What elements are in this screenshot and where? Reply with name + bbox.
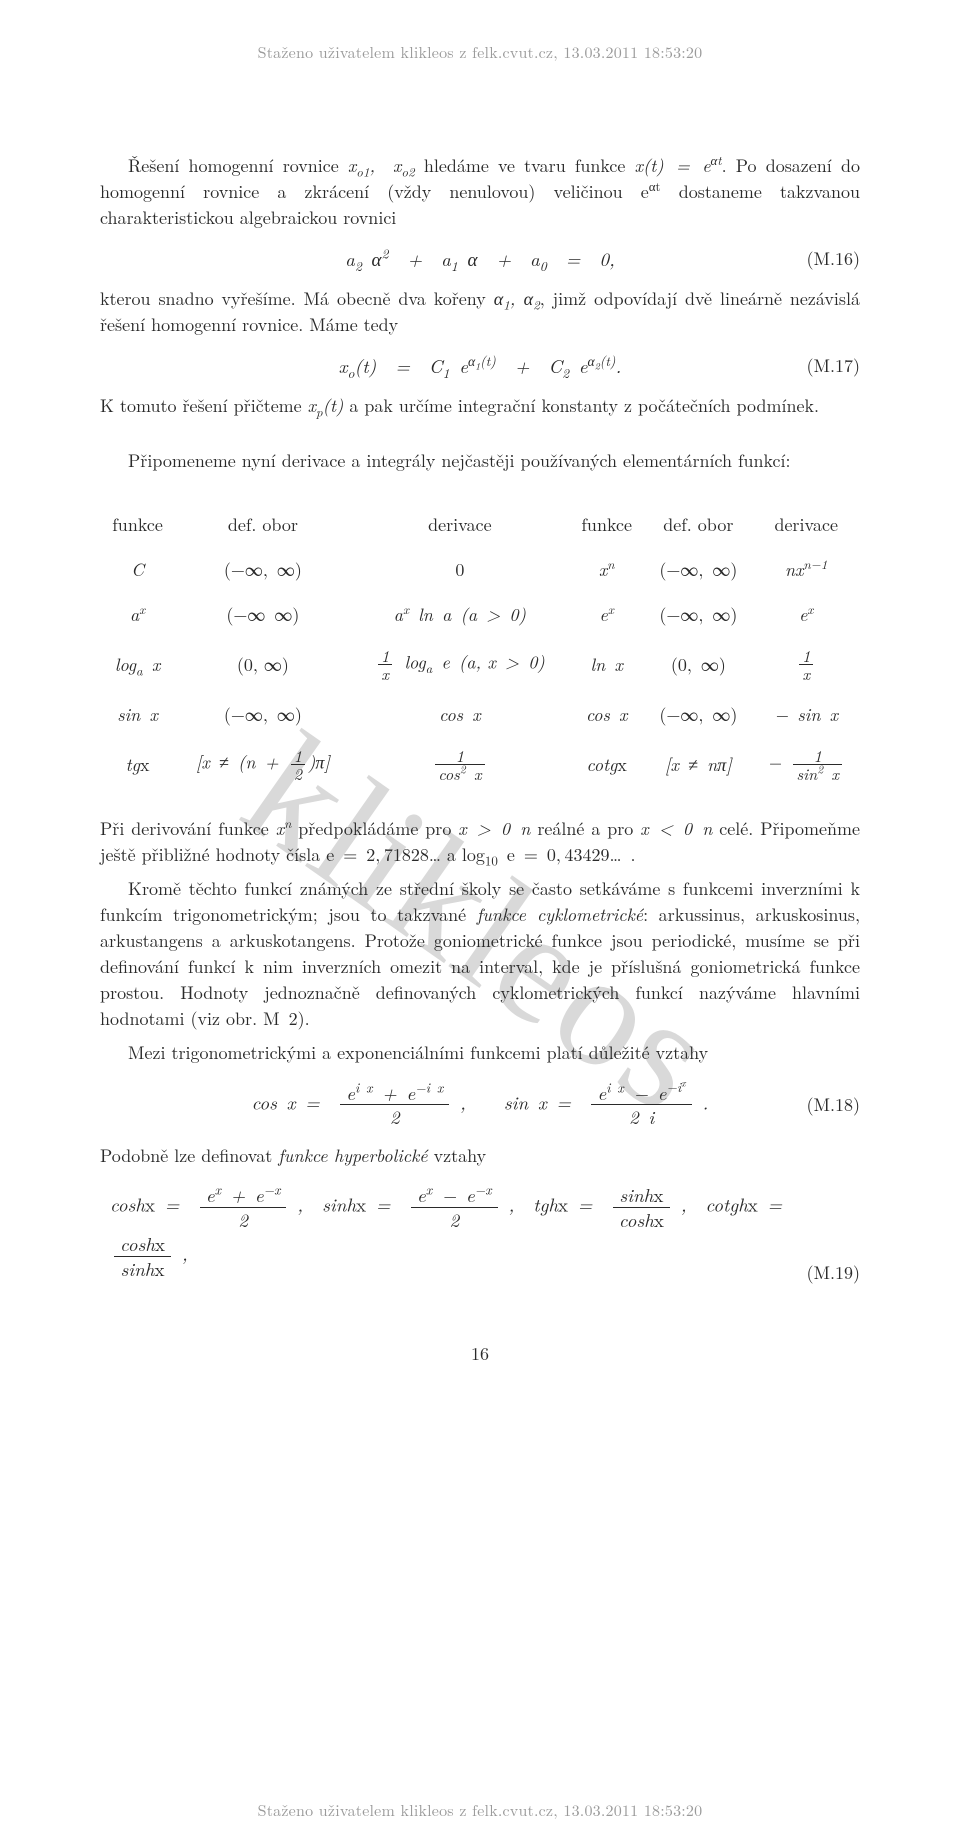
footer-stamp: Staženo uživatelem klikleos z felk.cvut.…: [0, 1798, 960, 1821]
cell: (−∞, ∞): [644, 692, 752, 737]
cell: xn: [569, 547, 644, 592]
cell: 0: [351, 547, 570, 592]
text: Mezi trigonometrickými a exponenciálními…: [128, 1040, 708, 1065]
eq-number: (M.19): [806, 1260, 860, 1285]
eq-body: coshx = ex + e−x2 , sinhx = ex − e−x2 , …: [110, 1183, 860, 1280]
col-derivace-1: derivace: [351, 502, 570, 547]
text: Podobně lze definovat: [100, 1143, 278, 1168]
cell: (−∞, ∞): [175, 692, 351, 737]
text: kterou snadno vyřešíme. Má obecně dva ko…: [100, 286, 494, 311]
derivatives-table: funkce def. obor derivace funkce def. ob…: [100, 502, 860, 792]
text: Při derivování funkce: [100, 816, 276, 841]
equation-m18: cos x = ei x + e−i x2 , sin x = ei x − e…: [100, 1081, 860, 1130]
paragraph-intro: Řešení homogenní rovnice xo1, xo2 hledám…: [100, 153, 860, 231]
eq-body: a2 α2 + a1 α + a0 = 0,: [345, 245, 615, 272]
equation-m17: xo(t) = C1 eα1(t) + C2 eα2(t). (M.17): [100, 352, 860, 379]
eq-number: (M.16): [806, 246, 860, 271]
cell: cotgx: [569, 737, 644, 792]
italic-term: funkce cyklometrické: [477, 902, 643, 927]
paragraph-derivatives-intro: Připomeneme nyní derivace a integrály ne…: [100, 448, 860, 474]
derivatives-table-wrapper: funkce def. obor derivace funkce def. ob…: [100, 502, 860, 792]
text: reálné a pro: [537, 816, 640, 841]
cell: ax: [100, 592, 175, 637]
cell: (−∞, ∞): [175, 547, 351, 592]
paragraph-cyclometric: Kromě těchto funkcí známých ze střední š…: [100, 876, 860, 1033]
text: a pak určíme integrační konstanty z počá…: [343, 393, 819, 418]
table-row: ax (−∞ ∞) ax ln a (a > 0) ex (−∞, ∞) ex: [100, 592, 860, 637]
text: předpokládáme pro: [298, 816, 458, 841]
table-row: tgx [x ≠ (n + 12)π] 1cos2 x cotgx [x ≠ n…: [100, 737, 860, 792]
cell: (0, ∞): [644, 637, 752, 692]
cell: loga x: [100, 637, 175, 692]
cell: ax ln a (a > 0): [351, 592, 570, 637]
paragraph-trig-exp: Mezi trigonometrickými a exponenciálními…: [100, 1040, 860, 1066]
eq-number: (M.18): [806, 1092, 860, 1117]
text: K tomuto řešení přičteme: [100, 393, 308, 418]
cell: 1x loga e (a, x > 0): [351, 637, 570, 692]
text: Řešení homogenní rovnice: [128, 153, 348, 178]
math-xt: x(t) = eαt: [635, 153, 722, 178]
math-xpt: xp(t): [308, 393, 344, 418]
cell: nxn−1: [752, 547, 860, 592]
paragraph-roots: kterou snadno vyřešíme. Má obecně dva ko…: [100, 286, 860, 338]
cell: cos x: [569, 692, 644, 737]
math-xneg: x < 0 n: [640, 816, 712, 841]
page-number: 16: [100, 1341, 860, 1366]
cell: ex: [752, 592, 860, 637]
math-a1a2: α1, α2: [494, 286, 540, 311]
eq-number: (M.17): [806, 353, 860, 378]
header-stamp: Staženo uživatelem klikleos z felk.cvut.…: [100, 40, 860, 63]
text: hledáme ve tvaru funkce: [424, 153, 635, 178]
text: Připomeneme nyní derivace a integrály ne…: [128, 448, 791, 473]
math-xpos: x > 0 n: [458, 816, 530, 841]
col-funkce-2: funkce: [569, 502, 644, 547]
paragraph-constants: K tomuto řešení přičteme xp(t) a pak urč…: [100, 393, 860, 419]
paragraph-hyperbolic: Podobně lze definovat funkce hyperbolick…: [100, 1143, 860, 1169]
cell: − 1sin2 x: [752, 737, 860, 792]
cell: ex: [569, 592, 644, 637]
cell: C: [100, 547, 175, 592]
table-header-row: funkce def. obor derivace funkce def. ob…: [100, 502, 860, 547]
math-xo12: xo1, xo2: [348, 153, 415, 178]
cell: [x ≠ (n + 12)π]: [175, 737, 351, 792]
math-xn: xn: [276, 816, 292, 841]
cell: cos x: [351, 692, 570, 737]
equation-m19: coshx = ex + e−x2 , sinhx = ex − e−x2 , …: [100, 1183, 860, 1280]
table-row: loga x (0, ∞) 1x loga e (a, x > 0) ln x …: [100, 637, 860, 692]
cell: (−∞ ∞): [175, 592, 351, 637]
paragraph-xn-note: Při derivování funkce xn předpokládáme p…: [100, 816, 860, 868]
col-funkce-1: funkce: [100, 502, 175, 547]
cell: tgx: [100, 737, 175, 792]
cell: 1cos2 x: [351, 737, 570, 792]
col-derivace-2: derivace: [752, 502, 860, 547]
cell: 1x: [752, 637, 860, 692]
text: vztahy: [434, 1143, 487, 1168]
table-row: sin x (−∞, ∞) cos x cos x (−∞, ∞) − sin …: [100, 692, 860, 737]
eq-body: cos x = ei x + e−i x2 , sin x = ei x − e…: [252, 1081, 709, 1130]
table-row: C (−∞, ∞) 0 xn (−∞, ∞) nxn−1: [100, 547, 860, 592]
col-defobor-1: def. obor: [175, 502, 351, 547]
cell: ln x: [569, 637, 644, 692]
cell: sin x: [100, 692, 175, 737]
equation-m16: a2 α2 + a1 α + a0 = 0, (M.16): [100, 245, 860, 272]
cell: (−∞, ∞): [644, 592, 752, 637]
eq-body: xo(t) = C1 eα1(t) + C2 eα2(t).: [339, 352, 622, 379]
italic-term: funkce hyperbolické: [278, 1143, 427, 1168]
cell: (0, ∞): [175, 637, 351, 692]
col-defobor-2: def. obor: [644, 502, 752, 547]
cell: [x ≠ nπ]: [644, 737, 752, 792]
cell: − sin x: [752, 692, 860, 737]
cell: (−∞, ∞): [644, 547, 752, 592]
text: e = 0, 43429… .: [498, 842, 636, 867]
